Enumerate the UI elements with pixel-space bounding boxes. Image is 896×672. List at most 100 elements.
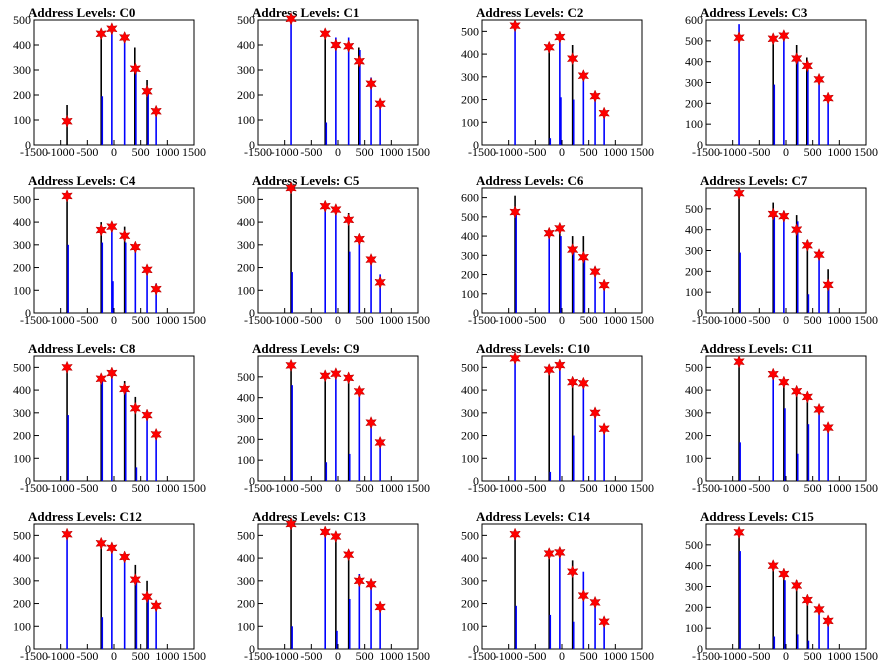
histogram-bar [111, 224, 113, 313]
y-tick-label: 300 [13, 238, 31, 252]
x-tick-label: -1000 [495, 145, 523, 159]
histogram-bar [134, 47, 136, 145]
chart-svg: Address Levels: C3 0 100 200 300 400 500 600 -15… [685, 5, 878, 159]
y-tick-label: 200 [685, 96, 703, 110]
peak-marker [813, 602, 825, 617]
y-tick-label: 500 [685, 34, 703, 48]
x-tick-label: 1000 [603, 649, 627, 663]
x-tick-label: 1000 [827, 649, 851, 663]
x-tick-label: 0 [783, 481, 789, 495]
peak-marker [801, 59, 814, 73]
y-tick-label: 300 [13, 574, 31, 588]
y-tick-label: 0 [697, 138, 703, 152]
peak-marker [95, 223, 107, 237]
x-tick-label: -500 [524, 481, 546, 495]
x-tick-label: 0 [111, 649, 117, 663]
peak-marker [95, 536, 107, 550]
histogram-bar [111, 371, 113, 481]
peak-marker [118, 550, 131, 564]
peak-marker [365, 77, 377, 91]
peak-marker [285, 358, 297, 373]
peak-marker [330, 202, 342, 217]
x-tick-label: -500 [76, 313, 98, 327]
y-tick-label: 500 [685, 202, 703, 216]
x-tick-label: -1500 [468, 313, 496, 327]
peak-marker [801, 593, 814, 607]
histogram-bar [124, 390, 127, 481]
y-tick-label: 200 [237, 261, 255, 275]
x-tick-label: -1000 [47, 313, 75, 327]
peak-marker [509, 351, 521, 365]
y-tick-label: 100 [685, 285, 703, 299]
x-tick-label: 1500 [406, 145, 430, 159]
x-tick-label: -500 [748, 145, 770, 159]
histogram-bar [582, 236, 585, 313]
histogram-bar [795, 45, 798, 145]
histogram-bar [603, 428, 605, 481]
peak-marker [141, 408, 153, 422]
y-tick-label: 100 [13, 283, 31, 297]
x-tick-label: 1000 [379, 313, 403, 327]
histogram-bar [772, 371, 774, 481]
x-tick-label: 1000 [155, 313, 179, 327]
peak-marker [767, 367, 779, 381]
y-tick-label: 100 [13, 451, 31, 465]
x-tick-label: -1000 [47, 145, 75, 159]
x-tick-label: 1000 [827, 145, 851, 159]
x-tick-label: -1000 [719, 649, 747, 663]
peak-marker [129, 240, 142, 254]
x-tick-label: 0 [335, 313, 341, 327]
histogram-bar [806, 240, 809, 313]
histogram-bar [783, 571, 785, 649]
y-tick-label: 400 [461, 47, 479, 61]
histogram-bar [325, 462, 328, 481]
peak-marker [106, 541, 118, 555]
y-tick-label: 400 [685, 223, 703, 237]
x-tick-label: 1000 [827, 481, 851, 495]
x-tick-label: 500 [132, 481, 150, 495]
histogram-bar [358, 574, 361, 649]
histogram-bar [379, 603, 381, 649]
histogram-bar [359, 50, 361, 145]
peak-marker [61, 360, 73, 375]
chart-svg: Address Levels: C70100200300400500-1500-… [685, 173, 878, 327]
y-tick-label: 300 [13, 406, 31, 420]
y-tick-label: 0 [25, 474, 31, 488]
y-tick-label: 400 [13, 383, 31, 397]
y-tick-label: 200 [685, 429, 703, 443]
peak-marker [598, 106, 610, 120]
peak-marker [118, 382, 131, 396]
peak-marker [589, 406, 601, 420]
x-tick-label: 0 [559, 481, 565, 495]
y-tick-label: 0 [473, 642, 479, 656]
y-tick-label: 500 [13, 192, 31, 206]
y-tick-label: 500 [237, 13, 255, 27]
histogram-bar [559, 551, 561, 649]
peak-marker [129, 401, 142, 415]
peak-marker [285, 12, 297, 26]
plot-frame [705, 19, 867, 146]
y-tick-label: 500 [13, 528, 31, 542]
histogram-bar [572, 621, 575, 649]
chart-svg: Address Levels: C11 0 100 200 300 400 500 -1500… [685, 341, 878, 495]
x-tick-label: 1500 [630, 649, 654, 663]
peak-marker [822, 420, 834, 435]
chart-title: Address Levels: C4 [28, 173, 136, 188]
histogram-bar [347, 213, 350, 313]
chart-title: Address Levels: C1 [252, 5, 359, 20]
x-tick-label: 1000 [379, 481, 403, 495]
histogram-bar [379, 274, 381, 313]
peak-marker [554, 30, 566, 44]
y-tick-label: 200 [461, 268, 479, 282]
x-tick-label: -1500 [20, 145, 48, 159]
x-tick-label: 1500 [854, 481, 878, 495]
x-tick-label: 500 [804, 313, 822, 327]
x-tick-label: -1500 [692, 481, 720, 495]
y-tick-label: 200 [13, 429, 31, 443]
peak-marker [566, 242, 579, 257]
x-tick-label: -1500 [692, 313, 720, 327]
histogram-bar [738, 24, 740, 146]
x-tick-label: 1500 [406, 313, 430, 327]
chart-title: Address Levels: C9 [252, 341, 360, 356]
histogram-bar [806, 57, 808, 145]
